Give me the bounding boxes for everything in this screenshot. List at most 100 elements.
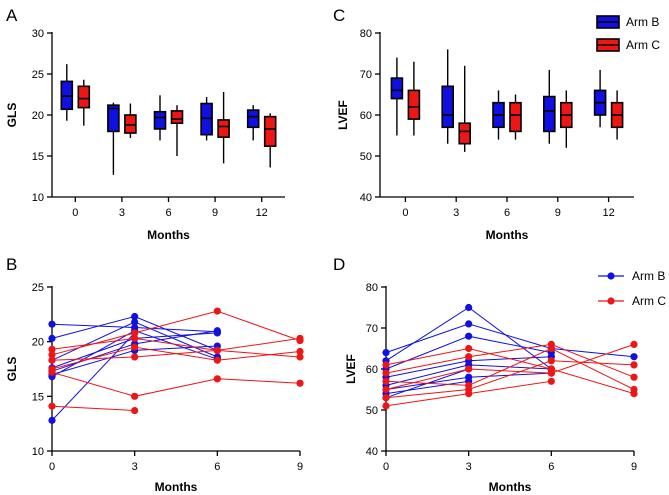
panel-b-point-arm-b [131, 318, 139, 326]
panel-c-y-axis-title: LVEF [336, 100, 350, 130]
box-iqr [263, 115, 277, 147]
panel-d-line-arm-c [385, 343, 635, 378]
box-iqr [217, 119, 230, 138]
panel-c-x-tick-label: 3 [453, 207, 459, 219]
panel-c-x-tick-label: 12 [602, 207, 614, 219]
panel-d-legend-marker-arm-c [607, 297, 615, 305]
panel-d-point-arm-c [382, 361, 390, 369]
panel-a-y-tick-label: 30 [32, 28, 44, 40]
panel-d-point-arm-c [630, 361, 638, 369]
panel-d-line-arm-b [385, 380, 469, 395]
panel-a-box-arm-c [124, 103, 137, 138]
box-iqr [60, 80, 74, 111]
panel-a-box-arm-c [77, 79, 91, 126]
panel-b-point-arm-c [213, 356, 221, 364]
panel-a-box-arm-b [246, 105, 260, 141]
panel-d-point-arm-c [547, 377, 555, 385]
panel-a-x-tick-label: 6 [165, 207, 171, 219]
panel-a-box-arm-b [107, 102, 120, 175]
panel-d-x-axis-title: Months [489, 480, 532, 494]
panel-b-point-arm-c [213, 307, 221, 315]
panel-d-point-arm-c [465, 353, 473, 361]
panel-d-lvef-line-plot: 40 50 60 70 80 LVEF Months 0 3 6 9 Arm B Arm C [344, 269, 666, 494]
panel-d-point-arm-b [630, 353, 638, 361]
box-iqr [458, 122, 472, 145]
panel-d-point-arm-b [465, 332, 473, 340]
box-iqr [441, 85, 455, 129]
panel-b-point-arm-c [48, 368, 56, 376]
panel-c-box-arm-b [593, 69, 607, 128]
panel-c-box-arm-c [509, 94, 522, 140]
panel-letter-d: D [333, 255, 345, 274]
panel-a-box-arm-c [263, 113, 277, 168]
panel-b-x-tick-label: 3 [132, 461, 138, 473]
panel-c-box-arm-b [542, 69, 556, 144]
panel-c-box-arm-b [492, 90, 505, 140]
panel-d-line-arm-c [385, 347, 635, 395]
box-iqr [107, 104, 120, 133]
panel-a-y-tick-label: 20 [32, 110, 44, 122]
panel-b-line-arm-c [51, 405, 135, 411]
panel-a-x-tick-label: 3 [119, 207, 125, 219]
panel-d-legend-marker-arm-b [607, 272, 615, 280]
panel-d-y-tick-label: 40 [366, 446, 378, 458]
panel-b-line-arm-c [51, 346, 301, 370]
panel-b-point-arm-c [296, 336, 304, 345]
panel-b-y-tick-label: 10 [32, 446, 44, 458]
panel-c-y-tick-label: 40 [360, 192, 372, 204]
panel-d-x-tick-label: 0 [383, 461, 389, 473]
panel-d-y-tick-label: 70 [366, 323, 378, 335]
panel-b-point-arm-c [48, 345, 56, 353]
panel-d-point-arm-c [547, 369, 555, 377]
box-iqr [77, 85, 91, 109]
panel-c-x-axis-title: Months [486, 228, 529, 242]
panel-c-lvef-box-plot: 40 50 60 70 80 LVEF Months 0 3 6 9 12 Arm B Arm C [336, 15, 660, 242]
panel-b-point-arm-c [213, 346, 221, 355]
panel-d-point-arm-c [547, 357, 555, 365]
panel-c-y-tick-label: 70 [360, 69, 372, 81]
panel-b-line-arm-b [51, 332, 136, 421]
panel-a-x-axis-title: Months [147, 228, 190, 242]
panel-c-box-arm-c [458, 65, 472, 152]
panel-c-box-arm-b [441, 49, 455, 144]
panel-c-y-tick-label: 60 [360, 110, 372, 122]
box-iqr [407, 89, 421, 120]
panel-c-x-tick-label: 0 [402, 207, 408, 219]
panel-d-point-arm-b [465, 320, 473, 328]
panel-a-y-tick-label: 15 [32, 151, 44, 163]
panel-b-point-arm-c [131, 353, 139, 361]
panel-d-point-arm-c [382, 385, 390, 394]
panel-d-x-tick-label: 6 [548, 461, 554, 473]
panel-a-box-arm-b [200, 96, 213, 141]
panel-a-box-arm-b [60, 64, 74, 121]
panel-d-x-tick-label: 3 [466, 461, 472, 473]
panel-d-legend-label-arm-b: Arm B [632, 269, 665, 283]
panel-b-point-arm-c [131, 392, 139, 400]
panel-d-point-arm-c [465, 365, 473, 373]
panel-b-point-arm-b [131, 312, 139, 321]
panel-d-point-arm-c [547, 344, 555, 353]
panel-b-x-tick-label: 6 [214, 461, 220, 473]
panel-b-line-arm-c [51, 371, 301, 397]
panel-d-point-arm-c [630, 340, 638, 348]
panel-b-x-axis-title: Months [155, 480, 198, 494]
panel-a-y-tick-label: 25 [32, 69, 44, 81]
panel-b-point-arm-c [48, 402, 56, 410]
panel-b-point-arm-c [296, 379, 304, 387]
panel-c-legend-label-arm-c: Arm C [626, 38, 660, 52]
panel-letter-c: C [333, 6, 345, 25]
panel-d-y-tick-label: 80 [366, 282, 378, 294]
panel-b-point-arm-c [131, 406, 139, 415]
panel-a-box-arm-b [153, 95, 167, 141]
panel-d-point-arm-c [630, 385, 638, 394]
panel-b-line-arm-c [51, 310, 301, 356]
panel-a-x-tick-label: 12 [256, 207, 268, 219]
panel-a-x-tick-label: 0 [72, 207, 78, 219]
panel-b-y-tick-label: 20 [32, 337, 44, 349]
panel-c-box-arm-c [610, 90, 624, 140]
panel-a-box-arm-c [170, 105, 184, 156]
panel-b-point-arm-b [213, 327, 221, 335]
panel-d-point-arm-b [382, 349, 390, 357]
panel-c-y-tick-label: 80 [360, 28, 372, 40]
panel-b-point-arm-c [131, 329, 139, 337]
